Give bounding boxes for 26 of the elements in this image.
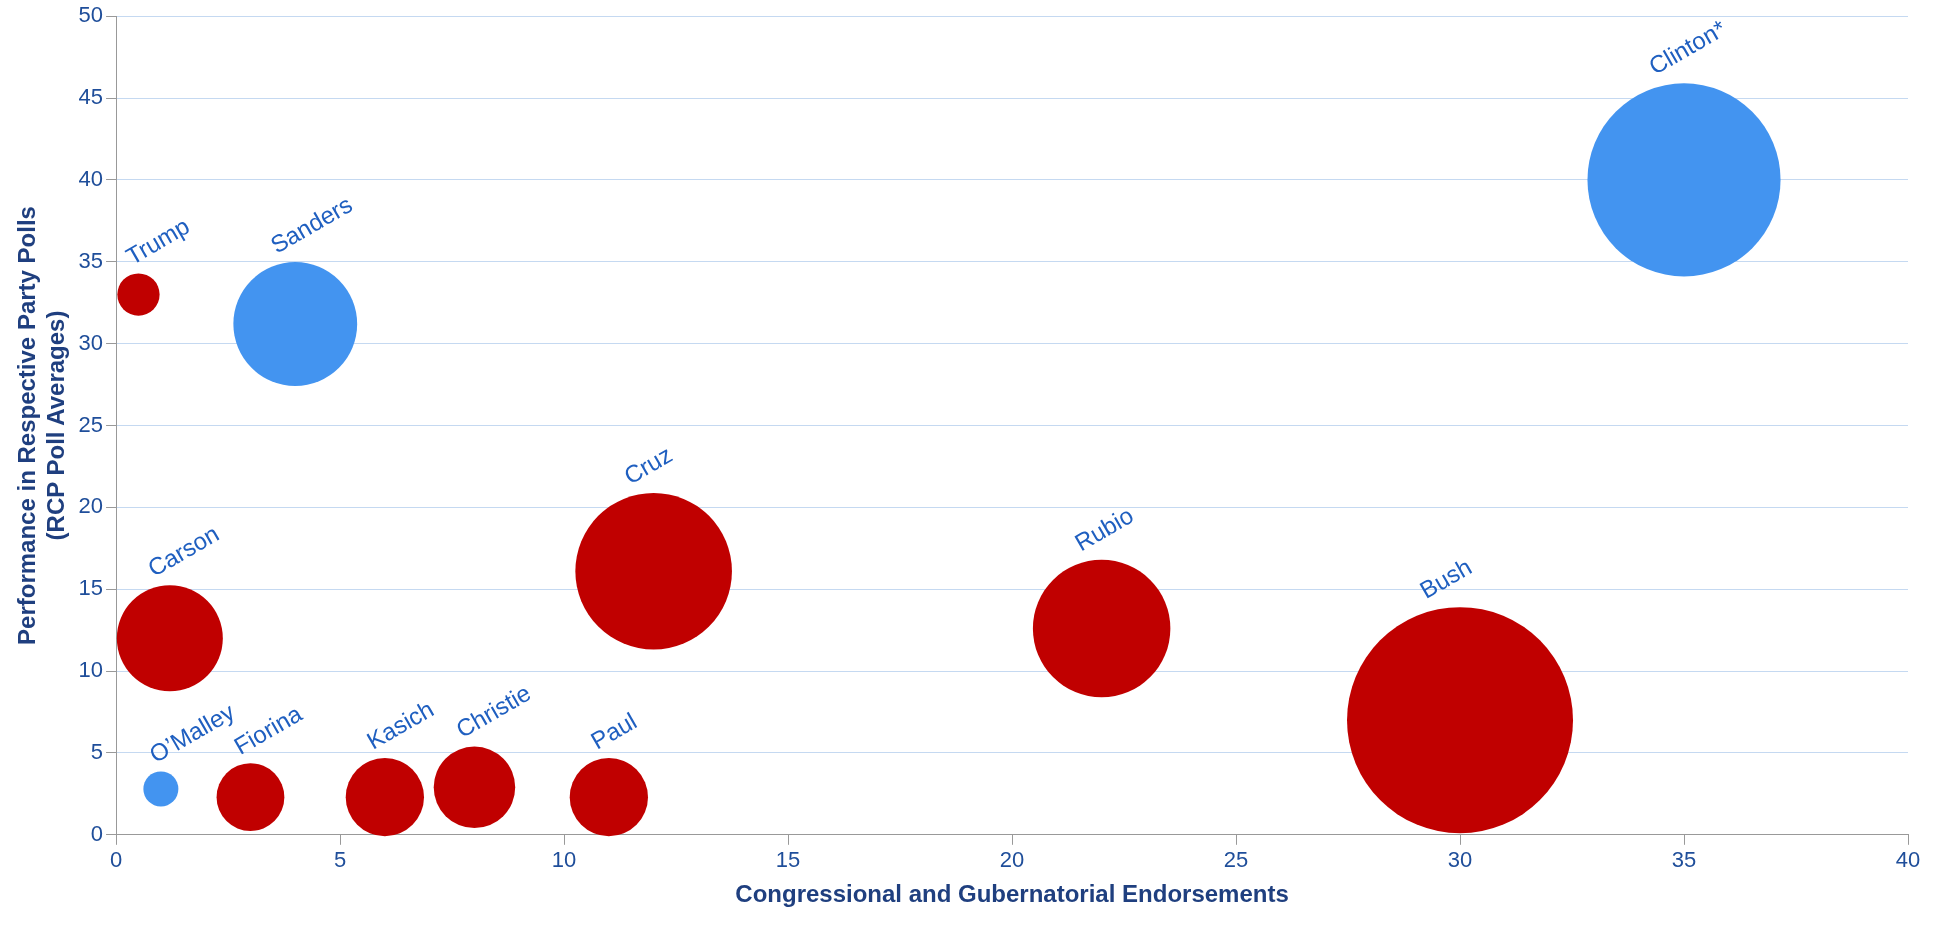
x-tick-label: 25 (1223, 847, 1249, 873)
text: Rubio (1070, 501, 1138, 557)
text: Bush (1415, 552, 1476, 604)
y-tick-label: 45 (78, 84, 104, 110)
x-tick-label: 20 (999, 847, 1025, 873)
x-tick-label: 40 (1895, 847, 1921, 873)
x-tick-label: 35 (1671, 847, 1697, 873)
x-tick-label: 0 (109, 847, 123, 873)
y-tick-label: 15 (78, 575, 104, 601)
y-tick-label: 5 (90, 739, 104, 764)
y-tick-label: 20 (78, 493, 104, 519)
y-tick-label: 35 (78, 247, 104, 273)
y-axis-title: Performance in Respective Party Polls (RCP Poll Averages) (13, 206, 69, 645)
x-tick-label: 5 (333, 847, 347, 873)
x-tick-label: 15 (775, 847, 801, 873)
text: Cruz (619, 440, 677, 490)
y-tick-label: 0 (90, 820, 104, 846)
text: Paul (586, 706, 642, 755)
x-tick-label: 10 (551, 847, 577, 873)
x-tick-label: 30 (1447, 847, 1473, 873)
x-axis-title: Congressional and Gubernatorial Endorsements (735, 880, 1289, 908)
y-tick-label: 40 (78, 165, 104, 191)
y-tick-label: 25 (78, 411, 104, 437)
y-tick-label: 50 (78, 2, 104, 28)
y-tick-label: 10 (78, 657, 104, 683)
y-tick-label: 30 (78, 329, 104, 355)
